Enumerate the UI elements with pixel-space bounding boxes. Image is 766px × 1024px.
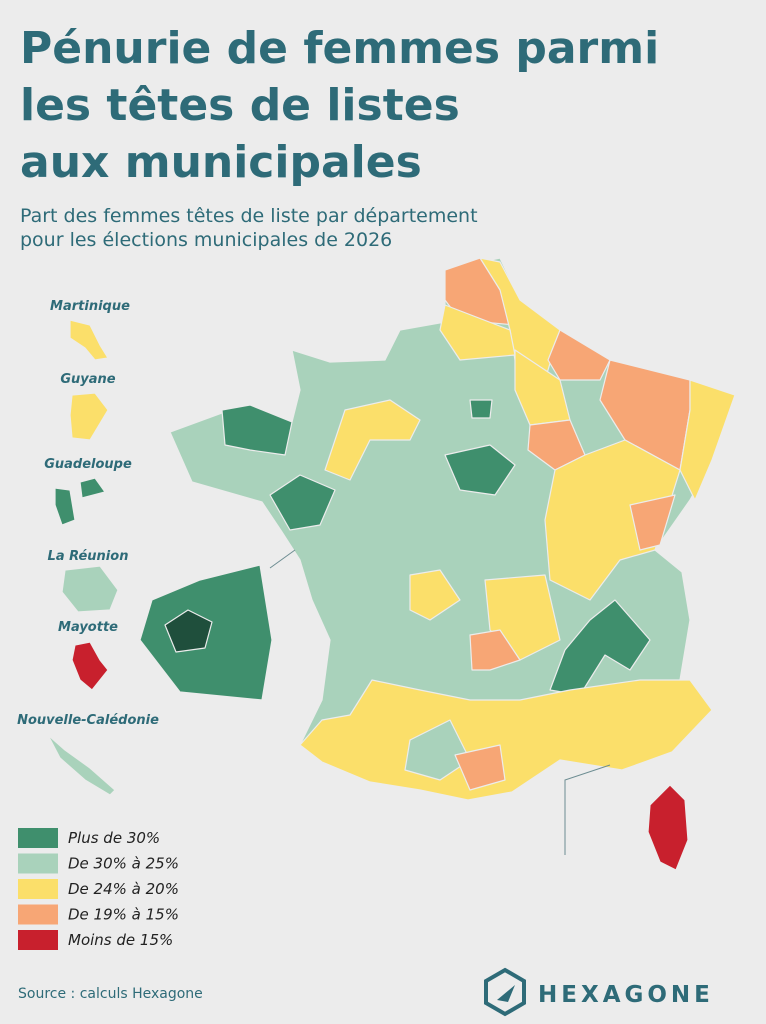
region <box>454 744 506 791</box>
title-line: les têtes de listes <box>20 80 460 131</box>
region <box>404 719 471 781</box>
legend-swatch <box>18 828 58 848</box>
map <box>47 257 736 871</box>
region <box>444 444 516 496</box>
overseas-shape <box>69 392 109 441</box>
region <box>647 784 689 871</box>
region <box>469 629 521 671</box>
subtitle-line: pour les élections municipales de 2026 <box>20 229 392 251</box>
overseas-shape <box>69 319 109 361</box>
overseas-label: Martinique <box>50 299 130 314</box>
region <box>469 399 493 419</box>
region <box>679 379 736 501</box>
logo-icon <box>497 985 515 1002</box>
region <box>324 399 421 481</box>
overseas-label: La Réunion <box>48 549 129 564</box>
region <box>299 679 713 801</box>
inset-connector <box>564 764 611 855</box>
region <box>439 304 516 361</box>
title-line: Pénurie de femmes parmi <box>20 23 659 74</box>
overseas-label: Guadeloupe <box>44 457 132 472</box>
region <box>409 569 461 621</box>
legend-swatch <box>18 930 58 950</box>
legend-swatch <box>18 904 58 925</box>
legend-label: Moins de 15% <box>68 931 173 949</box>
overseas-shape <box>71 641 109 691</box>
region <box>221 404 293 456</box>
logo-text: HEXAGONE <box>538 982 714 1008</box>
overseas-shape <box>54 477 106 526</box>
inset-connector <box>269 549 296 569</box>
legend-swatch <box>18 879 58 899</box>
overseas-label: Guyane <box>60 372 115 387</box>
overseas-label: Mayotte <box>58 620 118 635</box>
subtitle-line: Part des femmes têtes de liste par dépar… <box>20 205 478 227</box>
overseas-label: Nouvelle-Calédonie <box>17 713 159 728</box>
title-line: aux municipales <box>20 137 422 188</box>
region <box>629 494 676 551</box>
region <box>544 439 681 601</box>
source: Source : calculs Hexagone <box>18 986 203 1002</box>
legend-label: Plus de 30% <box>68 829 160 847</box>
region <box>549 599 651 696</box>
legend-label: De 19% à 15% <box>68 906 179 924</box>
legend-label: De 30% à 25% <box>68 855 179 873</box>
region <box>547 329 611 381</box>
overseas-shape <box>61 565 119 613</box>
legend-label: De 24% à 20% <box>68 880 179 898</box>
legend: Plus de 30% De 30% à 25% De 24% à 20% De 19… <box>18 828 179 950</box>
legend-swatch <box>18 853 58 874</box>
region <box>269 474 336 531</box>
paris-inset-center <box>164 609 213 653</box>
logo-icon <box>484 967 526 1017</box>
overseas-shape <box>47 734 116 796</box>
